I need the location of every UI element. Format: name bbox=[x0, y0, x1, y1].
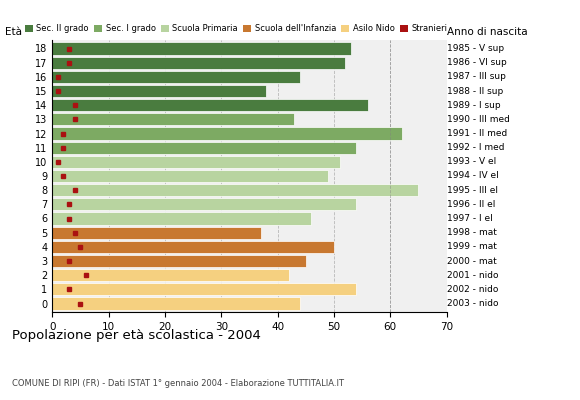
Text: 1993 - V el: 1993 - V el bbox=[447, 157, 496, 166]
Bar bbox=[52, 298, 300, 310]
Bar bbox=[52, 42, 351, 54]
Text: 1992 - I med: 1992 - I med bbox=[447, 143, 504, 152]
Text: 2001 - nido: 2001 - nido bbox=[447, 271, 498, 280]
Text: 1987 - III sup: 1987 - III sup bbox=[447, 72, 506, 81]
Text: 1997 - I el: 1997 - I el bbox=[447, 214, 492, 223]
Text: 2000 - mat: 2000 - mat bbox=[447, 256, 496, 266]
Text: 1988 - II sup: 1988 - II sup bbox=[447, 86, 503, 96]
Bar bbox=[52, 156, 339, 168]
Bar bbox=[52, 184, 418, 196]
Text: 1995 - III el: 1995 - III el bbox=[447, 186, 498, 195]
Bar bbox=[52, 227, 260, 239]
Text: Anno di nascita: Anno di nascita bbox=[447, 27, 527, 37]
Bar bbox=[52, 255, 306, 267]
Bar bbox=[52, 57, 345, 69]
Bar bbox=[52, 85, 266, 97]
Bar bbox=[52, 113, 295, 125]
Bar bbox=[52, 241, 334, 253]
Text: 1989 - I sup: 1989 - I sup bbox=[447, 101, 500, 110]
Bar bbox=[52, 71, 300, 83]
Text: COMUNE DI RIPI (FR) - Dati ISTAT 1° gennaio 2004 - Elaborazione TUTTITALIA.IT: COMUNE DI RIPI (FR) - Dati ISTAT 1° genn… bbox=[12, 379, 343, 388]
Text: 1994 - IV el: 1994 - IV el bbox=[447, 172, 498, 180]
Text: Popolazione per età scolastica - 2004: Popolazione per età scolastica - 2004 bbox=[12, 329, 260, 342]
Text: 1986 - VI sup: 1986 - VI sup bbox=[447, 58, 506, 67]
Bar bbox=[52, 212, 311, 224]
Bar bbox=[52, 142, 357, 154]
Text: 1985 - V sup: 1985 - V sup bbox=[447, 44, 503, 53]
Text: 2002 - nido: 2002 - nido bbox=[447, 285, 498, 294]
Text: 1990 - III med: 1990 - III med bbox=[447, 115, 509, 124]
Text: Età: Età bbox=[5, 27, 22, 37]
Text: 1999 - mat: 1999 - mat bbox=[447, 242, 496, 251]
Text: 1991 - II med: 1991 - II med bbox=[447, 129, 507, 138]
Bar bbox=[52, 198, 357, 210]
Bar bbox=[52, 269, 289, 281]
Bar bbox=[52, 128, 401, 140]
Legend: Sec. II grado, Sec. I grado, Scuola Primaria, Scuola dell'Infanzia, Asilo Nido, : Sec. II grado, Sec. I grado, Scuola Prim… bbox=[25, 24, 447, 33]
Bar bbox=[52, 283, 357, 295]
Bar bbox=[52, 99, 368, 111]
Bar bbox=[52, 170, 328, 182]
Text: 1996 - II el: 1996 - II el bbox=[447, 200, 495, 209]
Text: 1998 - mat: 1998 - mat bbox=[447, 228, 496, 237]
Text: 2003 - nido: 2003 - nido bbox=[447, 299, 498, 308]
